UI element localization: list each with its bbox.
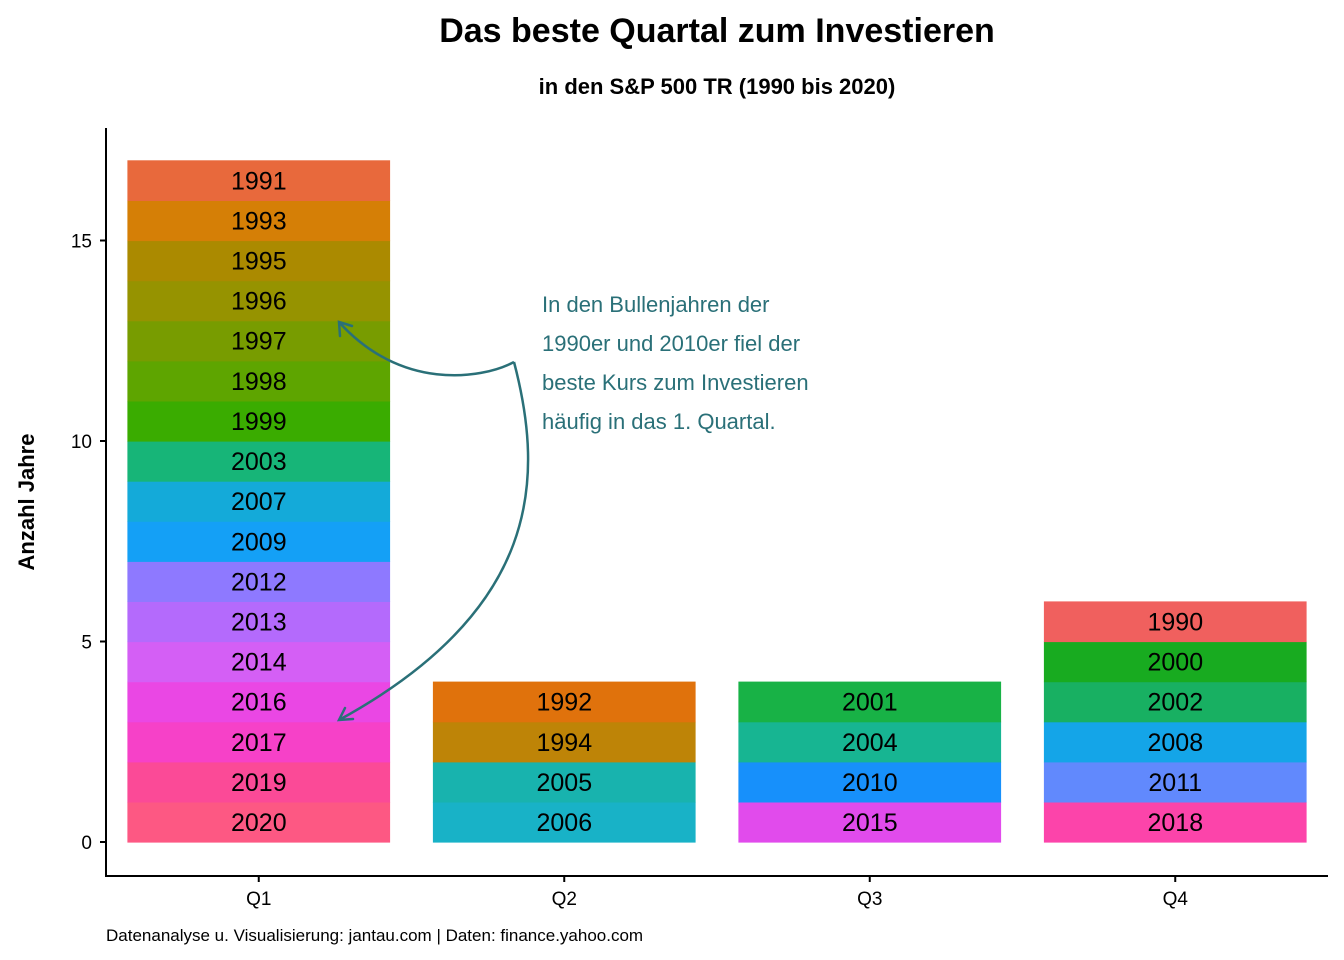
x-tick-label-q4: Q4 [1163,889,1189,910]
bar-segment-q4-2008 [1043,721,1307,763]
segment-label-2009: 2009 [231,528,287,556]
bar-segment-q3-2001 [738,681,1002,723]
x-tick-label-q3: Q3 [857,889,882,910]
y-tick-label-15: 15 [71,232,92,253]
segment-label-2003: 2003 [231,448,287,476]
segment-label-2010: 2010 [842,769,898,797]
chart-caption: Datenanalyse u. Visualisierung: jantau.c… [106,926,643,945]
bar-segment-q1-2020 [127,801,391,843]
segment-label-1990: 1990 [1147,609,1203,637]
segment-label-1997: 1997 [231,328,287,356]
annotation-arrowhead-lower [336,706,355,722]
segment-label-2018: 2018 [1147,809,1203,837]
bar-segment-q3-2010 [738,761,1002,803]
x-tick-label-q1: Q1 [246,889,271,910]
y-tick-label-5: 5 [81,633,92,654]
annotation-arrowhead-upper [337,320,354,338]
segment-label-1999: 1999 [231,408,287,436]
chart-title: Das beste Quartal zum Investieren [439,12,995,50]
bar-segment-q4-2002 [1043,681,1307,723]
segment-label-2011: 2011 [1148,769,1202,797]
bar-segment-q4-2018 [1043,801,1307,843]
segment-label-1996: 1996 [231,288,287,316]
segment-labels-layer: 2020 2019 2017 2016 2014 2013 2012 2009 2007 2003… [231,167,1203,837]
y-tick-label-10: 10 [71,432,92,453]
segment-label-2004: 2004 [842,729,898,757]
segment-label-2015: 2015 [842,809,898,837]
bar-segment-q2-2006 [432,801,696,843]
y-axis-label: Anzahl Jahre [14,434,39,571]
bar-segment-q2-1994 [432,721,696,763]
y-tick-label-0: 0 [81,833,92,854]
annotation-arrow-upper [338,321,515,377]
bar-segment-q1-1993 [127,200,391,242]
segment-label-2002: 2002 [1147,689,1203,717]
bar-segment-q1-2017 [127,721,391,763]
annotation-line-2: 1990er und 2010er fiel der [542,331,800,356]
bar-segment-q3-2004 [738,721,1002,763]
bar-segment-q1-1999 [127,400,391,442]
bar-segment-q1-1995 [127,240,391,282]
bar-segment-q1-2007 [127,481,391,522]
bar-segment-q1-1998 [127,360,391,402]
bar-segment-q4-2000 [1043,641,1307,683]
segment-label-2019: 2019 [231,769,287,797]
bar-segment-q2-1992 [432,681,696,723]
segment-label-2008: 2008 [1147,729,1203,757]
segment-label-1991: 1991 [231,167,287,195]
y-ticks-layer: 0 5 10 15 [71,232,106,854]
bar-segment-q4-2011 [1043,761,1307,803]
segment-label-1994: 1994 [536,729,592,757]
annotation-line-1: In den Bullenjahren der [542,292,770,317]
segment-label-2000: 2000 [1147,649,1203,677]
annotation-line-4: häufig in das 1. Quartal. [542,409,776,434]
bar-segment-q1-2003 [127,441,391,482]
segment-label-2016: 2016 [231,689,287,717]
segment-label-2014: 2014 [231,649,287,677]
bar-segment-q1-2013 [127,601,391,643]
annotation-line-3: beste Kurs zum Investieren [542,370,809,395]
segment-label-2006: 2006 [536,809,592,837]
chart-subtitle: in den S&P 500 TR (1990 bis 2020) [539,74,896,99]
x-ticks-layer: Q1 Q2 Q3 Q4 [246,876,1188,910]
annotation: In den Bullenjahren der 1990er und 2010e… [336,292,809,722]
bar-segment-q4-1990 [1043,601,1307,643]
bar-segment-q1-1996 [127,280,391,322]
annotation-arrow-lower [338,361,530,722]
bars-layer [127,160,1307,843]
segment-label-1993: 1993 [231,207,287,235]
segment-label-1995: 1995 [231,248,287,276]
segment-label-2020: 2020 [231,809,287,837]
segment-label-2012: 2012 [231,568,287,596]
bar-segment-q1-2012 [127,561,391,602]
bar-segment-q1-2014 [127,641,391,683]
segment-label-2017: 2017 [231,729,287,757]
segment-label-2013: 2013 [231,609,287,637]
segment-label-1992: 1992 [536,689,592,717]
segment-label-2005: 2005 [536,769,592,797]
x-tick-label-q2: Q2 [552,889,577,910]
bar-segment-q1-1997 [127,320,391,362]
segment-label-2007: 2007 [231,488,287,516]
bar-segment-q1-1991 [127,160,391,201]
bar-segment-q1-2019 [127,761,391,803]
segment-label-2001: 2001 [842,689,898,717]
bar-segment-q2-2005 [432,761,696,803]
segment-label-1998: 1998 [231,368,287,396]
bar-segment-q1-2009 [127,521,391,562]
bar-segment-q3-2015 [738,801,1002,843]
